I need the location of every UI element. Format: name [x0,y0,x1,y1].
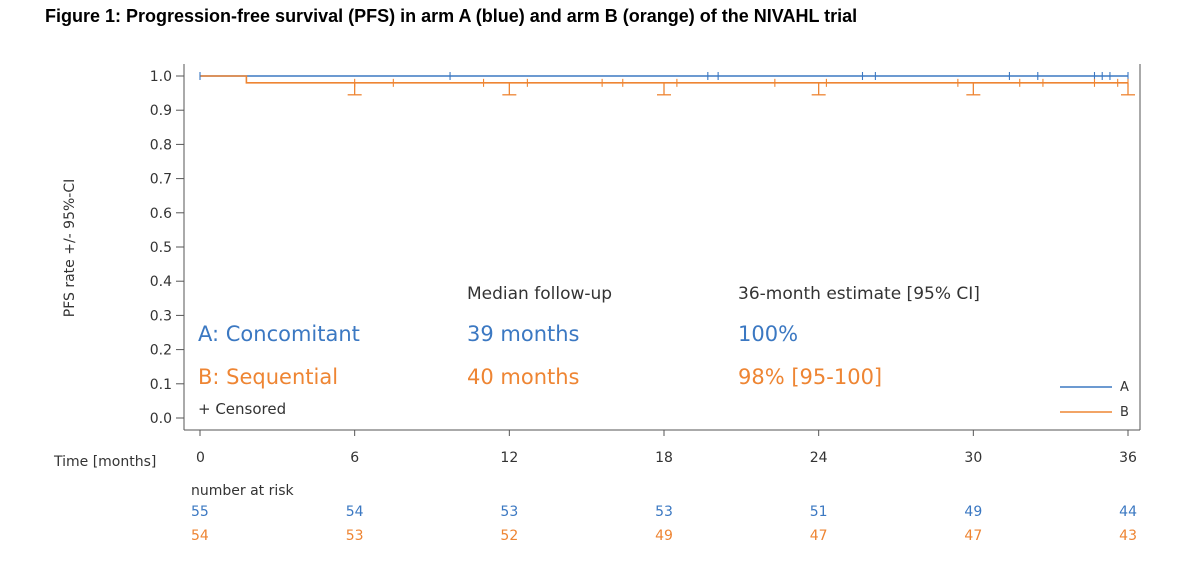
risk-count-arm-a: 51 [810,504,828,520]
y-tick-label: 0.2 [150,343,172,359]
risk-count-arm-b: 43 [1119,528,1137,544]
risk-table-header: number at risk [191,483,295,499]
arm-a-followup: 39 months [467,322,580,346]
curves-layer [200,75,1128,84]
arm-b-label: B: Sequential [198,365,338,389]
arm-b-followup: 40 months [467,365,580,389]
figure-title: Figure 1: Progression-free survival (PFS… [45,6,858,26]
censored-note: + Censored [198,400,286,418]
y-tick-label: 0.4 [150,274,172,290]
y-tick-label: 0.3 [150,308,172,324]
y-axis-label: PFS rate +/- 95%-CI [62,179,78,318]
risk-table: 55 54 53 53 51 49 44 54 53 52 49 47 47 43 [191,504,1137,544]
arm-a-estimate: 100% [738,322,798,346]
arm-a-label: A: Concomitant [198,322,360,346]
y-tick-label: 0.6 [150,206,172,222]
x-tick-label: 36 [1119,450,1137,466]
risk-count-arm-a: 49 [964,504,982,520]
risk-count-arm-b: 52 [500,528,518,544]
y-tick-label: 0.8 [150,137,172,153]
y-tick-label: 0.9 [150,103,172,119]
x-tick-label: 12 [500,450,518,466]
risk-count-arm-b: 47 [964,528,982,544]
estimate-header: 36-month estimate [95% CI] [738,284,980,304]
censor-layer [199,72,1129,87]
risk-count-arm-a: 53 [500,504,518,520]
ci-layer [347,82,1135,96]
x-tick-label: 30 [964,450,982,466]
km-curve-b [200,75,1128,84]
legend-label-b: B [1120,405,1129,420]
risk-count-arm-a: 53 [655,504,673,520]
legend: A B [1060,380,1129,420]
y-tick-label: 0.1 [150,377,172,393]
risk-count-arm-b: 54 [191,528,209,544]
y-tick-label: 1.0 [150,69,172,85]
x-tick-label: 6 [350,450,359,466]
x-tick-label: 0 [196,450,205,466]
risk-count-arm-b: 53 [346,528,364,544]
legend-label-a: A [1120,380,1129,395]
risk-count-arm-a: 54 [346,504,364,520]
y-tick-label: 0.5 [150,240,172,256]
risk-count-arm-a: 55 [191,504,209,520]
y-tick-label: 0.7 [150,172,172,188]
x-tick-label: 24 [810,450,828,466]
y-tick-label: 0.0 [150,411,172,427]
followup-header: Median follow-up [467,284,612,304]
x-axis-label: Time [months] [53,454,156,470]
risk-count-arm-a: 44 [1119,504,1137,520]
risk-count-arm-b: 49 [655,528,673,544]
arm-b-estimate: 98% [95-100] [738,365,882,389]
risk-count-arm-b: 47 [810,528,828,544]
x-tick-label: 18 [655,450,673,466]
axes: 0.0 0.1 0.2 0.3 0.4 0.5 0.6 0.7 0.8 0.9 1.0 0 6 12 18 2… [150,64,1141,466]
